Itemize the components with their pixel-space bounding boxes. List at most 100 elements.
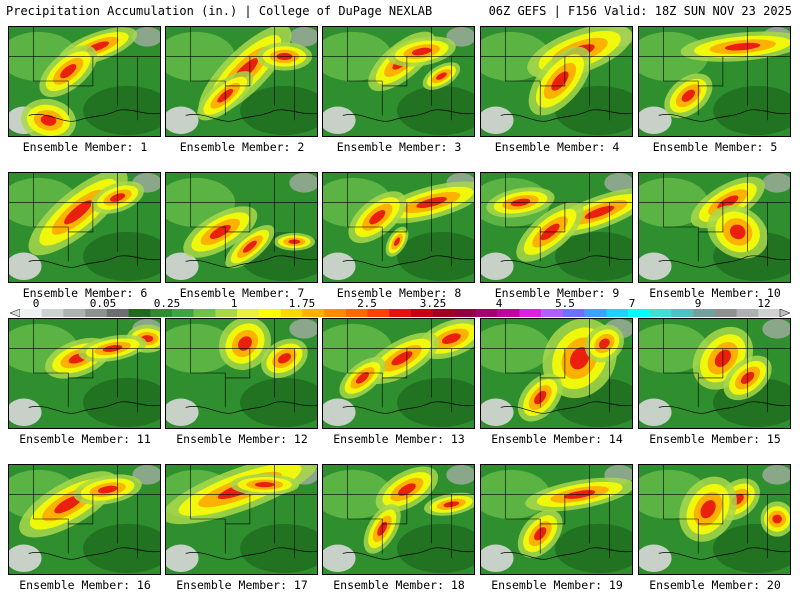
ensemble-member-map bbox=[638, 26, 791, 137]
precipitation-map bbox=[481, 465, 632, 574]
ensemble-member-label: Ensemble Member: 4 bbox=[494, 140, 620, 154]
colorbar-swatch bbox=[237, 309, 260, 317]
colorbar-swatch bbox=[215, 309, 238, 317]
ensemble-member-label: Ensemble Member: 8 bbox=[336, 286, 462, 300]
precipitation-map bbox=[9, 465, 160, 574]
colorbar-swatch bbox=[606, 309, 629, 317]
colorbar-swatch bbox=[432, 309, 455, 317]
ensemble-member-map bbox=[480, 318, 633, 429]
colorbar-swatch bbox=[302, 309, 325, 317]
ensemble-member-map bbox=[480, 26, 633, 137]
colorbar-swatch bbox=[345, 309, 368, 317]
colorbar-swatch bbox=[758, 309, 781, 317]
ensemble-member-map bbox=[165, 318, 318, 429]
colorbar-swatch bbox=[280, 309, 303, 317]
colorbar-tick: 0.05 bbox=[89, 297, 117, 310]
colorbar-swatch bbox=[714, 309, 737, 317]
colorbar-swatch bbox=[193, 309, 216, 317]
ensemble-member-label: Ensemble Member: 18 bbox=[333, 578, 465, 592]
ensemble-member-map bbox=[638, 172, 791, 283]
precipitation-map bbox=[639, 465, 790, 574]
colorbar-tick: 9 bbox=[694, 297, 702, 310]
colorbar-swatch bbox=[389, 309, 412, 317]
ensemble-member-label: Ensemble Member: 5 bbox=[652, 140, 778, 154]
colorbar-swatch bbox=[258, 309, 281, 317]
ensemble-member-label: Ensemble Member: 16 bbox=[19, 578, 151, 592]
colorbar-tick: 1 bbox=[230, 297, 238, 310]
colorbar-swatch bbox=[106, 309, 129, 317]
precipitation-map bbox=[639, 27, 790, 136]
ensemble-member-label: Ensemble Member: 9 bbox=[494, 286, 620, 300]
colorbar-tick: 2.5 bbox=[357, 297, 377, 310]
ensemble-member-label: Ensemble Member: 7 bbox=[179, 286, 305, 300]
ensemble-member-label: Ensemble Member: 2 bbox=[179, 140, 305, 154]
ensemble-member-label: Ensemble Member: 10 bbox=[649, 286, 781, 300]
precipitation-map bbox=[639, 173, 790, 282]
colorbar-swatch bbox=[410, 309, 433, 317]
colorbar-swatch bbox=[649, 309, 672, 317]
colorbar-strip bbox=[10, 309, 790, 317]
precipitation-colorbar: 0 0.05 0.25 1 1.75 2.5 3.25 4 5.5 7 9 12 bbox=[10, 297, 790, 317]
colorbar-swatch bbox=[41, 309, 64, 317]
colorbar-tick: 12 bbox=[757, 297, 771, 310]
precipitation-map bbox=[166, 27, 317, 136]
precipitation-map bbox=[323, 319, 474, 428]
colorbar-tick: 0.25 bbox=[153, 297, 181, 310]
colorbar-swatch bbox=[736, 309, 759, 317]
ensemble-member-label: Ensemble Member: 3 bbox=[336, 140, 462, 154]
precipitation-map bbox=[166, 465, 317, 574]
colorbar-tick: 7 bbox=[628, 297, 636, 310]
ensemble-member-label: Ensemble Member: 15 bbox=[649, 432, 781, 446]
colorbar-tick: 5.5 bbox=[555, 297, 575, 310]
precipitation-map bbox=[481, 319, 632, 428]
colorbar-swatch bbox=[497, 309, 520, 317]
colorbar-swatch bbox=[172, 309, 194, 317]
ensemble-member-map bbox=[322, 26, 475, 137]
model-run-info: 06Z GEFS | F156 Valid: 18Z SUN NOV 23 20… bbox=[488, 4, 792, 18]
colorbar-swatch bbox=[671, 309, 694, 317]
precipitation-map bbox=[9, 173, 160, 282]
ensemble-member-label: Ensemble Member: 19 bbox=[491, 578, 623, 592]
ensemble-member-map bbox=[8, 318, 161, 429]
ensemble-member-map bbox=[8, 26, 161, 137]
colorbar-swatch bbox=[20, 309, 42, 317]
ensemble-member-label: Ensemble Member: 17 bbox=[176, 578, 308, 592]
colorbar-tick: 1.75 bbox=[288, 297, 316, 310]
ensemble-member-map bbox=[638, 318, 791, 429]
ensemble-member-map bbox=[165, 464, 318, 575]
precipitation-map bbox=[9, 27, 160, 136]
precipitation-map bbox=[9, 319, 160, 428]
ensemble-member-label: Ensemble Member: 20 bbox=[649, 578, 781, 592]
colorbar-swatch bbox=[693, 309, 716, 317]
precipitation-map bbox=[323, 27, 474, 136]
colorbar-swatch bbox=[476, 309, 498, 317]
colorbar-tick: 0 bbox=[32, 297, 40, 310]
colorbar-swatch bbox=[324, 309, 346, 317]
colorbar-swatch bbox=[454, 309, 477, 317]
ensemble-member-map bbox=[165, 26, 318, 137]
ensemble-member-map bbox=[480, 172, 633, 283]
colorbar-swatch bbox=[519, 309, 542, 317]
precipitation-map bbox=[323, 173, 474, 282]
ensemble-member-map bbox=[8, 172, 161, 283]
ensemble-member-map bbox=[322, 318, 475, 429]
colorbar-swatch bbox=[628, 309, 650, 317]
ensemble-member-label: Ensemble Member: 6 bbox=[22, 286, 148, 300]
map-title: Precipitation Accumulation (in.) | Colle… bbox=[6, 4, 433, 18]
colorbar-swatch bbox=[85, 309, 108, 317]
colorbar-tick: 3.25 bbox=[419, 297, 447, 310]
ensemble-member-map bbox=[322, 464, 475, 575]
ensemble-member-map bbox=[322, 172, 475, 283]
ensemble-member-map bbox=[8, 464, 161, 575]
ensemble-member-map bbox=[480, 464, 633, 575]
ensemble-member-label: Ensemble Member: 1 bbox=[22, 140, 148, 154]
ensemble-member-map bbox=[165, 172, 318, 283]
precipitation-map bbox=[639, 319, 790, 428]
colorbar-swatch bbox=[150, 309, 173, 317]
colorbar-tick: 4 bbox=[495, 297, 503, 310]
precipitation-map bbox=[166, 319, 317, 428]
ensemble-member-label: Ensemble Member: 12 bbox=[176, 432, 308, 446]
ensemble-member-map bbox=[638, 464, 791, 575]
precipitation-map bbox=[481, 173, 632, 282]
precipitation-map bbox=[481, 27, 632, 136]
